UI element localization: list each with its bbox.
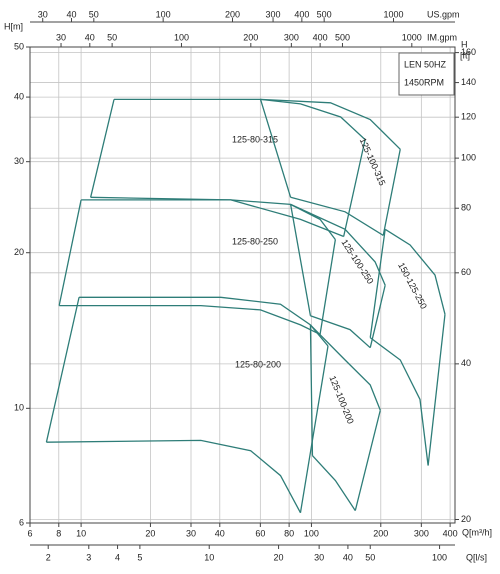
pump-curve (260, 98, 401, 150)
x_imgpm-tick-label: 40 (85, 32, 95, 42)
x-tick-label: 20 (145, 528, 155, 538)
x_ls-tick-label: 5 (137, 552, 142, 562)
pump-curve (311, 455, 356, 511)
x-tick-label: 100 (304, 528, 319, 538)
grid (29, 46, 455, 524)
x_usgpm-tick-label: 30 (38, 9, 48, 19)
y2-tick-label: 40 (461, 358, 471, 368)
x_imgpm-tick-label: 100 (174, 32, 189, 42)
pump-curve (310, 315, 371, 349)
x-tick-label: 60 (255, 528, 265, 538)
range-edge (259, 99, 401, 236)
x-ls-title: Q[l/s] (466, 552, 487, 562)
range-edge (309, 324, 381, 511)
annotation: LEN 50HZ (404, 59, 447, 69)
y-axis-title: H[m] (4, 21, 23, 31)
x-usgpm-title: US.gpm (427, 9, 460, 19)
annotation: 1450RPM (404, 77, 444, 87)
x-axis-title: Q[m³/h] (462, 527, 492, 537)
y2-axis-title: H (461, 39, 468, 49)
x_usgpm-tick-label: 300 (266, 9, 281, 19)
pump-curve (369, 337, 429, 466)
x_ls-tick-label: 50 (365, 552, 375, 562)
y-tick-label: 10 (14, 403, 24, 413)
x_ls-tick-label: 20 (274, 552, 284, 562)
info-box (398, 52, 455, 96)
pump-curve (59, 304, 321, 335)
curve-label: 125-100-200 (327, 374, 355, 425)
x_imgpm-tick-label: 1000 (402, 32, 422, 42)
x-tick-label: 80 (284, 528, 294, 538)
range-edge (45, 297, 329, 513)
range-edge (58, 199, 336, 335)
x_usgpm-tick-label: 200 (225, 9, 240, 19)
pump-curve (384, 228, 446, 315)
y-tick-label: 40 (14, 91, 24, 101)
y2-tick-label: 60 (461, 267, 471, 277)
x-tick-label: 40 (215, 528, 225, 538)
y2-tick-label: 120 (461, 112, 476, 122)
curve-label: 125-80-315 (232, 134, 278, 144)
x-imgpm-title: IM.gpm (427, 32, 457, 42)
pump-curve (90, 196, 344, 238)
x_usgpm-tick-label: 1000 (383, 9, 403, 19)
pump-curve (81, 199, 336, 240)
range-edge (90, 99, 366, 237)
curve-label: 125-80-250 (232, 236, 278, 246)
x_ls-tick-label: 4 (115, 552, 120, 562)
x-tick-label: 200 (373, 528, 388, 538)
plot-frame (29, 46, 456, 524)
x_ls-tick-label: 10 (204, 552, 214, 562)
x_usgpm-tick-label: 40 (66, 9, 76, 19)
x-tick-label: 10 (76, 528, 86, 538)
x_imgpm-tick-label: 30 (56, 32, 66, 42)
y-tick-label: 20 (14, 247, 24, 257)
y-tick-label: 50 (14, 41, 24, 51)
x_ls-tick-label: 2 (46, 552, 51, 562)
pump-curve (79, 296, 329, 347)
x-tick-label: 400 (443, 528, 458, 538)
y2-tick-label: 160 (461, 47, 476, 57)
y2-tick-label: 80 (461, 203, 471, 213)
x_usgpm-tick-label: 50 (89, 9, 99, 19)
x_imgpm-tick-label: 400 (313, 32, 328, 42)
y2-tick-label: 100 (461, 153, 476, 163)
range-edge (289, 204, 386, 348)
x_ls-tick-label: 40 (343, 552, 353, 562)
pump-curve (290, 196, 384, 236)
x-tick-label: 30 (186, 528, 196, 538)
range-edge (369, 229, 446, 466)
x_imgpm-tick-label: 500 (335, 32, 350, 42)
x_usgpm-tick-label: 400 (294, 9, 309, 19)
x_ls-tick-label: 30 (314, 552, 324, 562)
y-tick-label: 30 (14, 156, 24, 166)
curve-label: 125-100-250 (339, 238, 375, 286)
x_usgpm-tick-label: 100 (156, 9, 171, 19)
x-tick-label: 300 (414, 528, 429, 538)
pump-curve (114, 98, 366, 141)
x-tick-label: 8 (56, 528, 61, 538)
x_imgpm-tick-label: 50 (107, 32, 117, 42)
x_imgpm-tick-label: 300 (284, 32, 299, 42)
curve-label: 125-80-200 (235, 359, 281, 369)
x_usgpm-tick-label: 500 (317, 9, 332, 19)
x-tick-label: 6 (27, 528, 32, 538)
curve-label: 150-125-250 (396, 261, 429, 311)
y-tick-label: 6 (19, 517, 24, 527)
y2-axis-title: [ft] (460, 50, 470, 60)
pump-curve (46, 439, 302, 514)
pump-curve (290, 203, 386, 286)
x_ls-tick-label: 100 (432, 552, 447, 562)
x_imgpm-tick-label: 200 (243, 32, 258, 42)
pump-curve (309, 324, 381, 411)
y2-tick-label: 20 (461, 514, 471, 524)
x_ls-tick-label: 3 (86, 552, 91, 562)
y2-tick-label: 140 (461, 77, 476, 87)
